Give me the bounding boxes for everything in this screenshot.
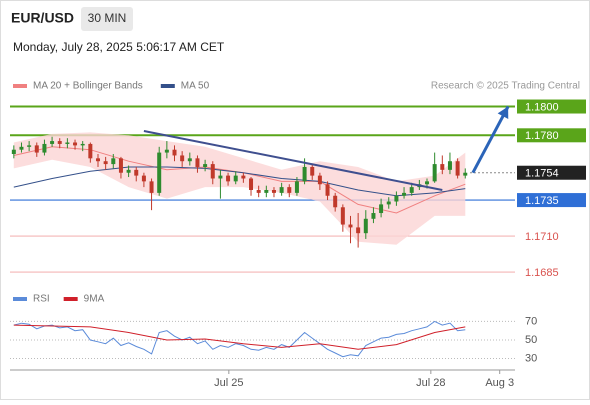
candle-body (455, 161, 460, 176)
credit: Research © 2025 Trading Central (431, 81, 580, 92)
candle-body (249, 178, 254, 190)
candle-body (172, 149, 177, 156)
level-box (517, 165, 586, 180)
level-box (517, 99, 586, 114)
timeframe[interactable]: 30 MIN (88, 11, 127, 25)
symbol: EUR/USD (11, 10, 74, 26)
y-tick-label: 30 (525, 352, 537, 364)
candle-body (310, 166, 315, 176)
candle-body (80, 143, 85, 146)
y-tick-label: 70 (525, 315, 537, 327)
candle-body (73, 142, 78, 146)
level-label: 1.1800 (525, 101, 559, 113)
candle-body (203, 164, 208, 167)
legend-swatch (160, 84, 175, 88)
candle-body (103, 161, 108, 165)
candle-body (287, 187, 292, 193)
candle-body (348, 224, 353, 228)
candle-body (425, 181, 430, 185)
level-label: 1.1754 (525, 168, 559, 180)
candle-body (394, 195, 399, 202)
candle-body (11, 149, 16, 155)
candle-body (325, 184, 330, 196)
legend-swatch (13, 84, 27, 88)
candle-body (57, 141, 62, 144)
arrow-head (497, 106, 509, 120)
candle-body (432, 164, 437, 182)
candle-body (141, 175, 146, 182)
level-label: 1.1735 (525, 195, 559, 207)
candle-body (210, 164, 215, 179)
x-tick-label: Jul 25 (214, 377, 243, 389)
candle-body (187, 158, 192, 162)
candle-body (340, 207, 345, 225)
candle-body (317, 175, 322, 185)
timeframe-box[interactable] (81, 7, 133, 31)
candle-body (111, 158, 116, 165)
candle-body (34, 145, 39, 153)
legend-label: MA 20 + Bollinger Bands (33, 81, 143, 92)
candle-body (356, 227, 361, 234)
candle-body (294, 181, 299, 193)
candle-body (164, 149, 169, 153)
legend-swatch (13, 297, 27, 301)
candle-body (180, 155, 185, 162)
candle-body (271, 190, 276, 193)
candle-body (386, 201, 391, 205)
candle-body (157, 152, 162, 193)
candle-body (463, 172, 468, 176)
legend-label: 9MA (84, 294, 105, 305)
candle-body (65, 142, 70, 144)
candle-body (19, 146, 24, 150)
level-box (517, 193, 586, 208)
candle-body (42, 143, 47, 153)
forecast-arrow (471, 105, 510, 174)
level-box (517, 128, 586, 143)
candle-body (218, 175, 223, 179)
candle-body (241, 175, 246, 179)
level-label: 1.1780 (525, 130, 559, 142)
candle-body (50, 141, 55, 144)
indicator-line (13, 320, 466, 358)
candle-body (302, 166, 307, 182)
candle-body (134, 169, 139, 176)
legend-label: MA 50 (181, 81, 210, 92)
candle-body (256, 190, 261, 193)
candle-body (371, 213, 376, 219)
legend-label: RSI (33, 294, 50, 305)
level-label: 1.1685 (525, 267, 559, 279)
x-tick-label: Aug 3 (485, 377, 514, 389)
candle-body (379, 204, 384, 214)
candle-body (88, 143, 93, 159)
candle-body (402, 192, 407, 196)
candle-body (226, 175, 231, 182)
candle-body (333, 195, 338, 208)
candle-body (440, 164, 445, 170)
candle-body (118, 158, 123, 173)
candle-body (279, 187, 284, 193)
candle-body (149, 181, 154, 193)
level-label: 1.1710 (525, 231, 559, 243)
candle-body (27, 145, 32, 147)
legend-swatch (63, 297, 78, 301)
candle-body (126, 169, 131, 173)
timestamp: Monday, July 28, 2025 5:06:17 AM CET (13, 40, 225, 54)
candle-body (233, 175, 238, 182)
candle-body (409, 187, 414, 193)
candle-body (264, 190, 269, 193)
x-tick-label: Jul 28 (416, 377, 445, 389)
candle-body (363, 218, 368, 234)
y-tick-label: 50 (525, 334, 537, 346)
candle-body (447, 161, 452, 170)
indicator-line (13, 324, 466, 350)
trendline (143, 130, 443, 191)
candle-body (195, 158, 200, 167)
candle-body (95, 158, 100, 162)
